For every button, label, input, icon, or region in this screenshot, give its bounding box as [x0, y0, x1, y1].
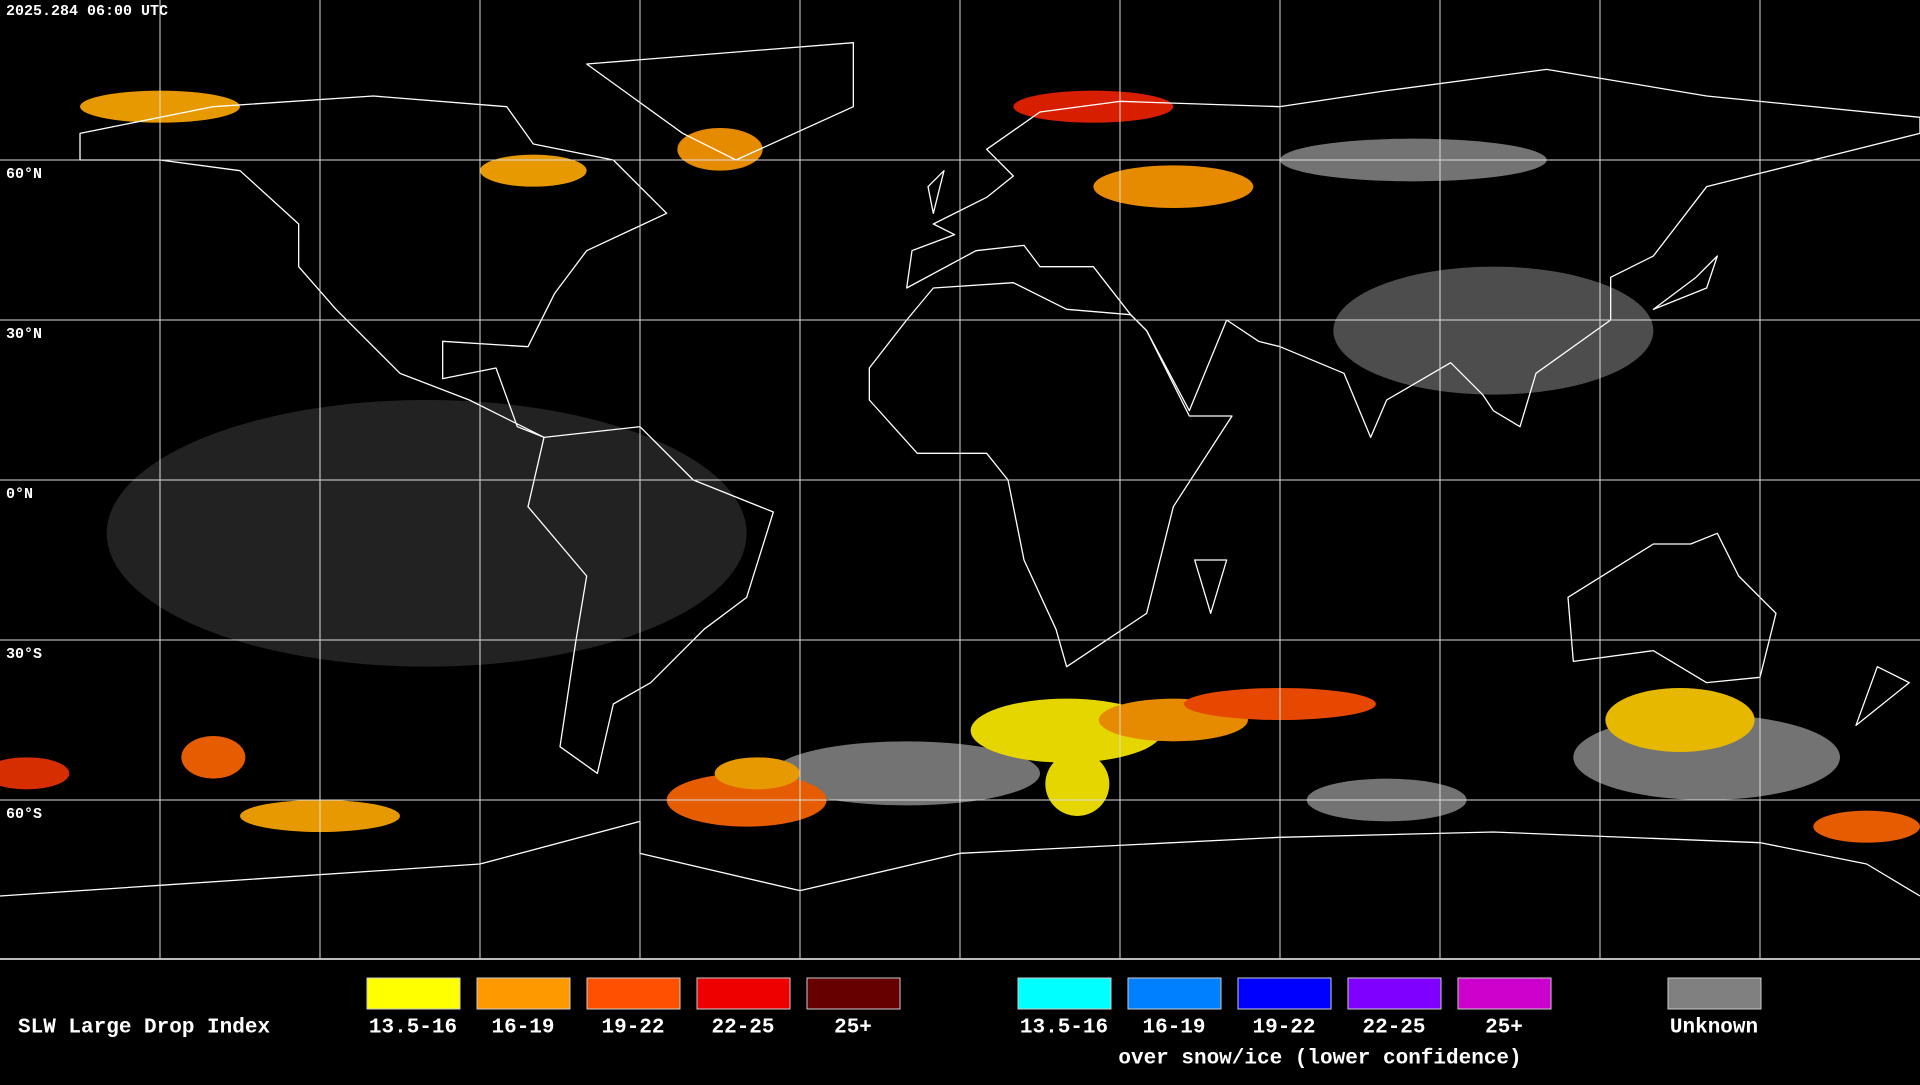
cloud-patches: [0, 90, 1920, 843]
legend-swatch: [806, 977, 901, 1010]
legend-swatch: [1457, 977, 1552, 1010]
legend-swatch: [1127, 977, 1222, 1010]
graticule: [0, 0, 1920, 958]
legend-label: 25+: [1485, 1017, 1523, 1040]
legend-label: 16-19: [1142, 1017, 1205, 1040]
legend-caption: over snow/ice (lower confidence): [1118, 1048, 1521, 1071]
legend-swatch: [1017, 977, 1112, 1010]
latitude-label: 30°S: [6, 646, 42, 663]
legend-label: 16-19: [491, 1017, 554, 1040]
legend-swatch: [696, 977, 791, 1010]
legend-label: 25+: [834, 1017, 872, 1040]
map-layer: [0, 43, 1920, 896]
latitude-label: 30°N: [6, 326, 42, 343]
legend-label: Unknown: [1670, 1017, 1758, 1040]
timestamp: 2025.284 06:00 UTC: [6, 3, 168, 20]
legend-swatch: [1667, 977, 1762, 1010]
legend-label: 13.5-16: [1020, 1017, 1108, 1040]
legend-swatch: [476, 977, 571, 1010]
legend-label: 19-22: [1252, 1017, 1315, 1040]
legend-label: 22-25: [1362, 1017, 1425, 1040]
legend-title: SLW Large Drop Index: [18, 1017, 270, 1040]
legend-label: 19-22: [601, 1017, 664, 1040]
legend-swatch: [1347, 977, 1442, 1010]
legend-swatch: [1237, 977, 1332, 1010]
legend: SLW Large Drop Index over snow/ice (lowe…: [18, 977, 1762, 1071]
legend-label: 22-25: [711, 1017, 774, 1040]
legend-swatch: [366, 977, 461, 1010]
legend-swatch: [586, 977, 681, 1010]
legend-label: 13.5-16: [369, 1017, 457, 1040]
latitude-label: 60°N: [6, 166, 42, 183]
latitude-label: 60°S: [6, 806, 42, 823]
latitude-label: 0°N: [6, 486, 33, 503]
labels: 2025.284 06:00 UTC 60°N 30°N 0°N 30°S 60°S: [6, 3, 168, 823]
map-border: [0, 958, 1920, 960]
